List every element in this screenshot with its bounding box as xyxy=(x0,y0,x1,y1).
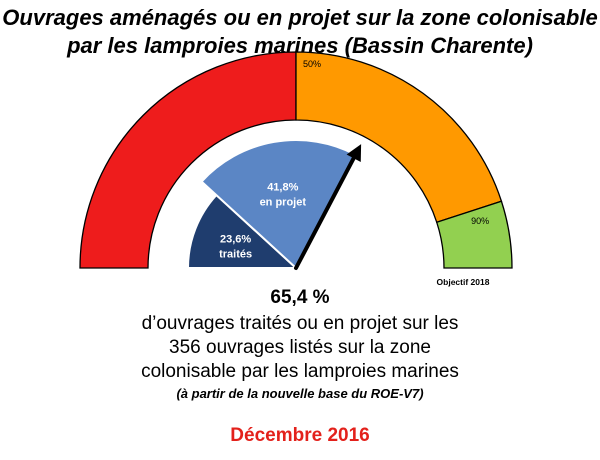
sector-value-label-1: 41,8% xyxy=(267,181,298,193)
needle-arrowhead xyxy=(346,144,362,162)
summary-line-1: d’ouvrages traités ou en projet sur les xyxy=(141,313,459,334)
chart-title-line1: Ouvrages aménagés ou en projet sur la zo… xyxy=(2,5,598,30)
total-percentage: 65,4 % xyxy=(270,287,330,308)
sector-text-label-0: traités xyxy=(219,249,252,261)
report-date: Décembre 2016 xyxy=(230,425,370,446)
gauge-zone-2 xyxy=(435,200,513,269)
gauge-zone-label-1: 50% xyxy=(303,59,321,69)
source-note: (à partir de la nouvelle base du ROE-V7) xyxy=(176,386,424,401)
gauge-zone-0 xyxy=(79,51,297,269)
summary-line-2: 356 ouvrages listés sur la zone xyxy=(169,337,431,358)
gauge-zone-label-2: 90% xyxy=(471,216,489,226)
objective-label: Objectif 2018 xyxy=(437,277,490,287)
summary-line-3: colonisable par les lamproies marines xyxy=(141,361,459,382)
gauge-sector-1 xyxy=(200,139,357,270)
gauge-sector-0 xyxy=(186,193,299,269)
sector-value-label-0: 23,6% xyxy=(220,234,251,246)
needle-shaft xyxy=(294,156,356,270)
sector-text-label-1: en projet xyxy=(260,196,307,208)
